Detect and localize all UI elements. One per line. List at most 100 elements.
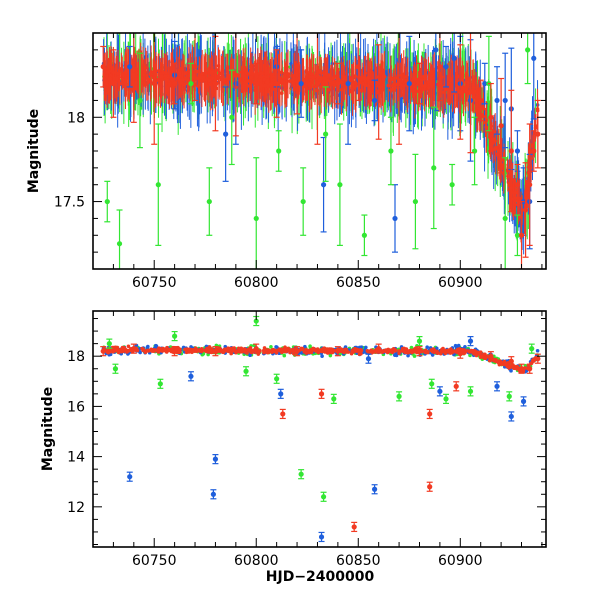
x-tick-label: 60850 [336, 275, 381, 291]
blue-data-point [392, 215, 398, 222]
red-data-point [513, 196, 518, 200]
green-data-point [116, 241, 123, 247]
red-data-point [216, 74, 220, 79]
red-data-point [533, 126, 538, 130]
red-data-point [269, 82, 274, 86]
red-data-point [286, 75, 290, 79]
green-data-point [412, 354, 417, 358]
red-data-point [196, 76, 200, 81]
red-data-point [274, 80, 280, 87]
red-data-point [488, 114, 494, 120]
green-data-point [328, 353, 333, 358]
green-data-point [137, 97, 143, 104]
red-data-point [429, 84, 434, 89]
red-data-point [467, 89, 474, 95]
red-data-point [362, 76, 367, 80]
red-data-point [319, 77, 323, 81]
red-data-point [260, 71, 264, 75]
red-data-point [249, 75, 253, 80]
red-data-point [378, 84, 383, 89]
red-data-point [253, 80, 259, 87]
red-data-point [146, 78, 150, 83]
blue-data-point [463, 345, 467, 349]
red-data-point [100, 64, 106, 70]
red-data-point [126, 74, 130, 78]
green-data-point [104, 198, 110, 205]
red-data-point [357, 75, 361, 79]
red-data-point [416, 80, 423, 87]
red-data-point [437, 64, 443, 70]
green-data-point [337, 182, 343, 188]
red-data-point [393, 82, 397, 86]
red-data-point [241, 74, 246, 78]
red-data-point [361, 81, 365, 86]
top-panel-ticks: 60750 60800 60850 60900 17.5 18 [54, 32, 546, 291]
red-data-point [471, 94, 476, 98]
red-data-point [116, 71, 120, 76]
red-data-point [110, 80, 117, 87]
red-data-point [294, 64, 300, 70]
blue-data-point [502, 97, 508, 104]
green-data-point [282, 353, 287, 358]
top-y-axis-title: Magnitude [26, 109, 42, 193]
x-tick-label: 60750 [132, 275, 177, 291]
red-data-point [210, 76, 215, 81]
red-data-point [473, 89, 477, 94]
blue-data-point [320, 182, 327, 188]
red-data-point [522, 207, 529, 213]
red-data-point [243, 80, 247, 84]
red-data-point [412, 92, 417, 96]
red-data-point [508, 148, 514, 154]
red-data-point [349, 77, 354, 81]
red-data-point [288, 79, 292, 83]
red-data-point [335, 80, 341, 87]
blue-data-point [371, 97, 378, 104]
green-data-point [412, 198, 419, 205]
red-data-point [446, 81, 450, 86]
red-data-point [396, 80, 402, 87]
blue-data-point [364, 345, 368, 350]
green-data-point [276, 148, 282, 154]
green-data-point [206, 198, 212, 205]
green-data-point [361, 232, 367, 238]
red-data-point [151, 80, 157, 87]
red-data-point [401, 84, 406, 89]
blue-data-point [443, 64, 449, 70]
red-data-point [426, 80, 431, 84]
red-data-point [457, 89, 463, 95]
blue-data-point [320, 354, 324, 358]
red-data-point [366, 76, 371, 80]
red-data-point [478, 97, 484, 104]
red-data-point [131, 72, 137, 78]
blue-data-point [453, 343, 458, 348]
red-data-point [381, 78, 386, 82]
red-data-point [466, 80, 470, 85]
x-tick-label: 60800 [234, 275, 279, 291]
green-data-point [155, 182, 161, 188]
red-data-point [341, 77, 346, 81]
red-data-point [200, 71, 205, 76]
top-panel: 60750 60800 60850 60900 17.5 18 Magnitude [26, 32, 547, 291]
red-data-point [262, 77, 266, 82]
blue-data-point [456, 343, 461, 348]
red-data-point [491, 137, 496, 141]
red-data-point [124, 69, 129, 74]
red-data-point [192, 64, 198, 70]
red-data-point [104, 74, 109, 79]
red-data-point [148, 72, 153, 76]
top-panel-data-points [100, 33, 541, 269]
red-data-point [535, 131, 541, 137]
red-data-point [441, 90, 446, 95]
red-data-point [280, 79, 284, 84]
red-data-point [143, 70, 147, 74]
green-data-point [308, 344, 312, 348]
red-data-point [157, 69, 161, 73]
blue-data-point [494, 97, 500, 104]
red-data-point [107, 76, 112, 81]
blue-data-point [482, 80, 488, 87]
bottom-panel-data-points [100, 315, 541, 543]
red-data-point [207, 78, 212, 83]
red-data-point [386, 83, 391, 88]
red-data-point [291, 81, 296, 85]
